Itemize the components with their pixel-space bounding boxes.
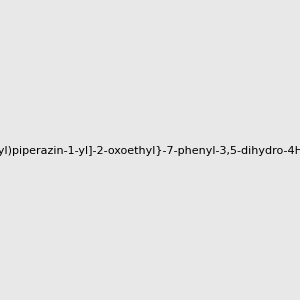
Text: 3-butyl-5-{2-[4-(2-fluorophenyl)piperazin-1-yl]-2-oxoethyl}-7-phenyl-3,5-dihydro: 3-butyl-5-{2-[4-(2-fluorophenyl)piperazi… [0,146,300,157]
